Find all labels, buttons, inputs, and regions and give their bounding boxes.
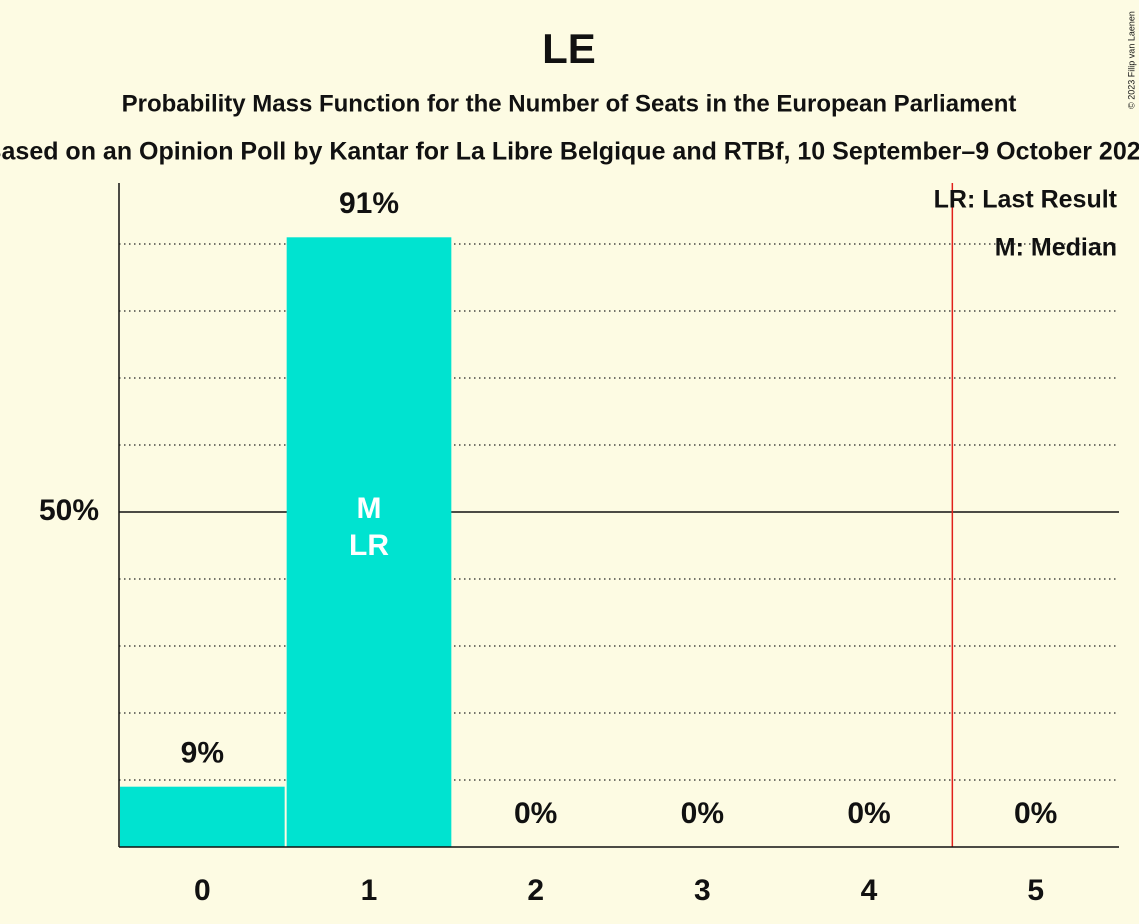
value-label: 0%	[514, 797, 557, 830]
x-tick-label: 2	[527, 874, 544, 907]
bar-annotation: LR	[349, 529, 389, 562]
copyright: © 2023 Filip van Laenen	[1126, 11, 1136, 109]
value-label: 0%	[847, 797, 890, 830]
chart-subtitle: Based on an Opinion Poll by Kantar for L…	[0, 138, 1139, 166]
bar-annotation: M	[357, 492, 382, 525]
bar	[120, 786, 285, 847]
legend-note: M: Median	[995, 234, 1117, 262]
y-tick-label: 50%	[39, 494, 99, 527]
legend-note: LR: Last Result	[934, 186, 1118, 214]
x-tick-label: 1	[361, 874, 378, 907]
chart-subtitle: Probability Mass Function for the Number…	[122, 90, 1017, 117]
chart-title: LE	[542, 25, 596, 72]
x-tick-label: 5	[1027, 874, 1044, 907]
x-tick-label: 0	[194, 874, 211, 907]
bar	[286, 237, 452, 848]
value-label: 91%	[339, 187, 399, 220]
value-label: 9%	[181, 737, 224, 770]
x-tick-label: 4	[861, 874, 878, 907]
value-label: 0%	[681, 797, 724, 830]
x-tick-label: 3	[694, 874, 711, 907]
value-label: 0%	[1014, 797, 1057, 830]
